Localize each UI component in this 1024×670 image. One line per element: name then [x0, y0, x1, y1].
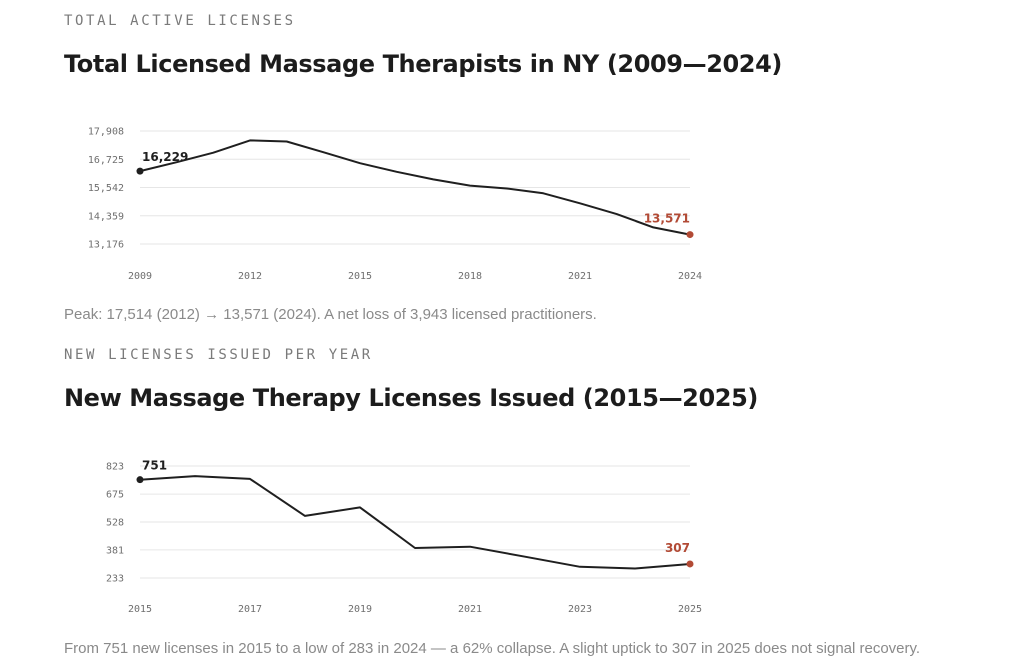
x-tick-label: 2012 [238, 271, 262, 282]
y-tick-label: 15,542 [88, 183, 124, 194]
chart-caption: From 751 new licenses in 2015 to a low o… [64, 640, 921, 657]
x-tick-label: 2025 [678, 604, 702, 615]
section-kicker: NEW LICENSES ISSUED PER YEAR [64, 347, 373, 363]
end-value-label: 307 [665, 541, 690, 555]
line-chart-total-licenses: 17,908 16,725 15,542 14,359 13,176 2009 2012 20… [88, 127, 702, 283]
chart-title: Total Licensed Massage Therapists in NY … [64, 50, 782, 78]
y-tick-label: 14,359 [88, 211, 124, 222]
end-value-label: 13,571 [644, 212, 690, 226]
series-line [139, 139, 691, 236]
x-tick-label: 2021 [568, 271, 592, 282]
series-line [139, 475, 691, 570]
y-tick-label: 675 [106, 490, 124, 501]
start-point [136, 476, 144, 484]
line-chart-new-licenses: 823 675 528 381 233 2015 2017 2019 2021 2023 2025 7… [106, 459, 702, 615]
x-tick-label: 2017 [238, 604, 262, 615]
y-tick-label: 17,908 [88, 127, 124, 138]
x-tick-label: 2015 [348, 271, 372, 282]
y-tick-label: 16,725 [88, 155, 124, 166]
x-tick-label: 2019 [348, 604, 372, 615]
start-value-label: 16,229 [142, 150, 188, 164]
end-point [686, 560, 694, 568]
start-value-label: 751 [142, 459, 167, 473]
x-tick-label: 2018 [458, 271, 482, 282]
y-tick-label: 381 [106, 545, 124, 556]
chart-caption: Peak: 17,514 (2012) → 13,571 (2024). A n… [64, 306, 597, 323]
x-tick-label: 2015 [128, 604, 152, 615]
x-tick-label: 2021 [458, 604, 482, 615]
start-point [136, 167, 144, 175]
chart-title: New Massage Therapy Licenses Issued (201… [64, 384, 758, 412]
end-point [686, 231, 694, 239]
section-new-licenses: NEW LICENSES ISSUED PER YEAR New Massage… [64, 336, 1004, 670]
section-total-licenses: TOTAL ACTIVE LICENSES Total Licensed Mas… [64, 0, 1004, 330]
y-tick-label: 233 [106, 574, 124, 585]
y-tick-label: 823 [106, 462, 124, 473]
x-tick-label: 2024 [678, 271, 702, 282]
x-tick-label: 2009 [128, 271, 152, 282]
y-tick-label: 13,176 [88, 240, 124, 251]
x-tick-label: 2023 [568, 604, 592, 615]
section-kicker: TOTAL ACTIVE LICENSES [64, 13, 296, 29]
y-tick-label: 528 [106, 518, 124, 529]
